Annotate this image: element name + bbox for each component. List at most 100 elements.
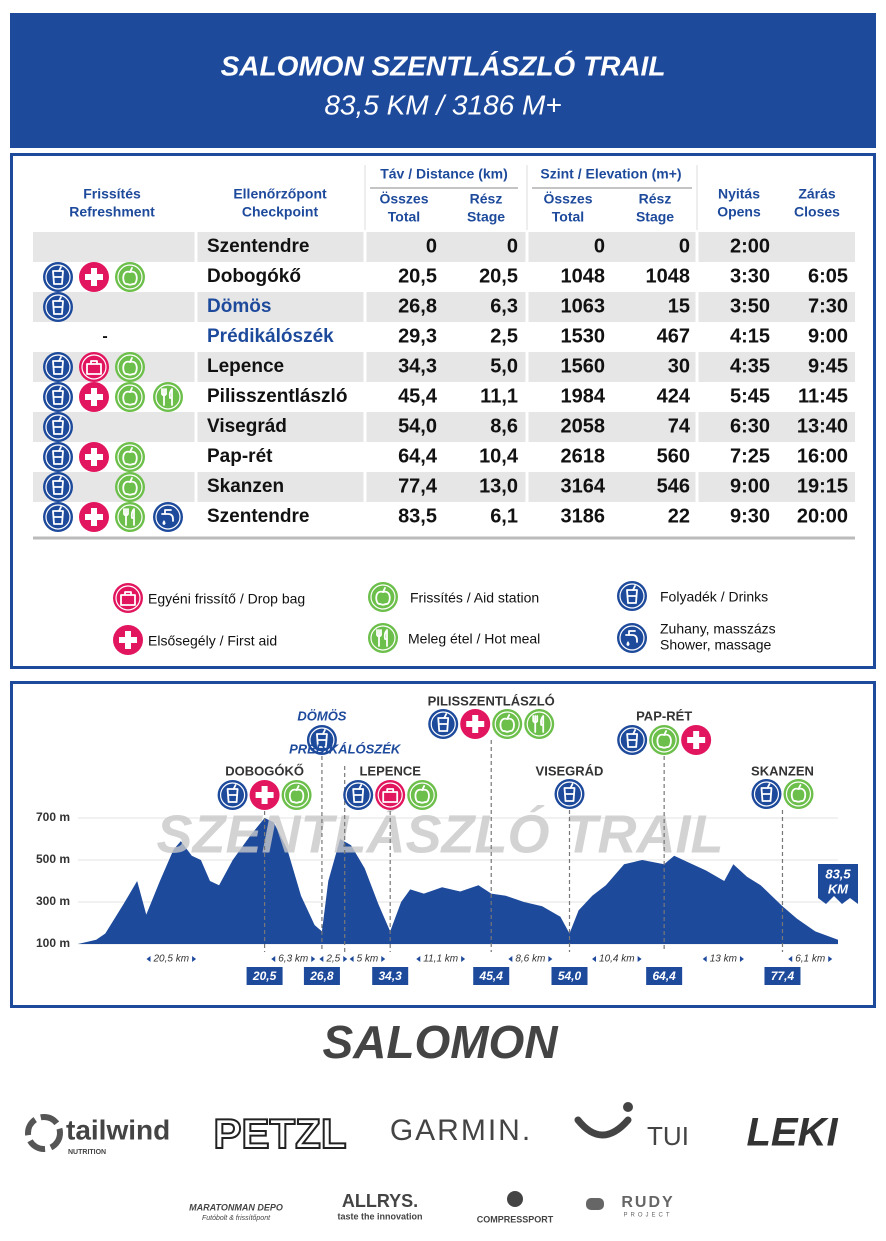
checkpoint-cell: Lepence (207, 356, 284, 377)
legend-label: Meleg étel / Hot meal (408, 631, 540, 647)
distance-stage-header: Stage (467, 209, 505, 225)
sponsor-tailwind: tailwind (66, 1114, 170, 1145)
icon-drinks (428, 709, 459, 739)
elevation-total-cell: 1530 (561, 325, 606, 347)
icon-disc (115, 472, 145, 502)
icon-glyph (58, 266, 62, 272)
icon-firstaid (79, 502, 109, 532)
icon-ring (155, 504, 181, 530)
opens-cell: 9:00 (730, 475, 770, 497)
icon-disc (783, 779, 814, 809)
icon-ring (556, 781, 583, 807)
marker-name: DOBOGÓKŐ (225, 763, 304, 778)
icon-ring (409, 782, 435, 808)
segment-arrow (319, 956, 324, 962)
icon-ring (117, 354, 143, 380)
elevation-total-cell: 1063 (561, 295, 606, 317)
title: SALOMON SZENTLÁSZLÓ TRAIL (221, 50, 666, 81)
legend-label: Zuhany, masszázs (660, 621, 776, 637)
end-badge (818, 864, 858, 904)
icon-ring (155, 384, 181, 410)
icon-disc (375, 780, 406, 810)
icon-drinks (43, 442, 73, 472)
row-band (33, 232, 855, 262)
closes-cell: 19:15 (797, 475, 848, 497)
icon-shower (617, 623, 647, 653)
km-label: 34,3 (379, 969, 403, 983)
elevation-stage-cell: 22 (668, 505, 690, 527)
icon-glyph (499, 717, 515, 733)
icon-glyph (532, 715, 539, 733)
icon-drinks (617, 581, 647, 611)
icon-glyph (129, 387, 133, 393)
icon-dropbag (79, 352, 109, 382)
segment-arrow (702, 956, 707, 962)
icon-ring (115, 585, 141, 611)
icon-drinks (43, 382, 73, 412)
icon-glyph (626, 641, 630, 646)
icon-glyph (632, 585, 636, 591)
icon-drinks (43, 412, 73, 442)
sponsor-petzl: PETZL (214, 1110, 347, 1157)
icon-glyph (58, 446, 62, 452)
checkpoint-cell: Dömös (207, 296, 271, 317)
icon-disc (153, 382, 183, 412)
km-box (303, 967, 340, 985)
segment-label: 11,1 km (423, 954, 458, 965)
km-label: 64,4 (652, 969, 676, 983)
closes-cell: 9:00 (808, 325, 848, 347)
icon-ring (117, 504, 143, 530)
closes-cell: 16:00 (797, 445, 848, 467)
icon-ring (45, 264, 71, 290)
refreshment-header: Frissítés (83, 186, 141, 202)
segment-label: 13 km (710, 954, 737, 965)
icon-glyph (129, 447, 133, 453)
segment-arrow (146, 956, 151, 962)
segment-arrow (349, 956, 354, 962)
icon-drinks (43, 262, 73, 292)
icon-dropbag (113, 583, 143, 613)
icon-glyph (129, 267, 133, 273)
icon-disc (407, 780, 438, 810)
icon-glyph (358, 784, 363, 790)
icon-glyph (122, 360, 138, 376)
km-label: 45,4 (479, 969, 504, 983)
icon-glyph (687, 737, 706, 743)
icon-glyph (85, 394, 103, 400)
icon-ring (430, 711, 456, 737)
icon-meal (115, 502, 145, 532)
icon-firstaid (249, 780, 280, 810)
km-label: 77,4 (771, 969, 795, 983)
icon-glyph (506, 714, 511, 720)
row-band (33, 292, 855, 322)
icon-ring (219, 782, 246, 808)
segment-arrow (192, 956, 197, 962)
icon-aid (368, 582, 398, 612)
distance-total-cell: 54,0 (398, 415, 437, 437)
icon-glyph (232, 784, 237, 790)
segment-arrow (416, 956, 421, 962)
km-box (646, 967, 683, 985)
icon-glyph (58, 476, 62, 482)
segment-arrow (508, 956, 513, 962)
closes-cell: 9:45 (808, 355, 848, 377)
icon-glyph (766, 783, 771, 789)
legend-label: Folyadék / Drinks (660, 589, 768, 605)
segment-label: 6,1 km (795, 954, 825, 965)
icon-meal (153, 382, 183, 412)
sponsor-garmin: GARMIN. (390, 1114, 532, 1147)
opens-header: Nyitás (718, 186, 760, 202)
icon-glyph (119, 637, 137, 643)
icon-disc (113, 583, 143, 613)
km-box (372, 967, 409, 985)
opens-cell: 4:15 (730, 325, 770, 347)
watermark: SZENTLÁSZLÓ TRAIL (157, 804, 724, 864)
elevation-stage-cell: 30 (668, 355, 690, 377)
profile-panel (10, 681, 876, 1008)
icon-glyph (663, 730, 668, 736)
opens-cell: 4:35 (730, 355, 770, 377)
icon-disc (115, 502, 145, 532)
distance-total-cell: 26,8 (398, 295, 437, 317)
icon-glyph (122, 390, 138, 406)
elevation-total-cell: 1048 (561, 265, 606, 287)
